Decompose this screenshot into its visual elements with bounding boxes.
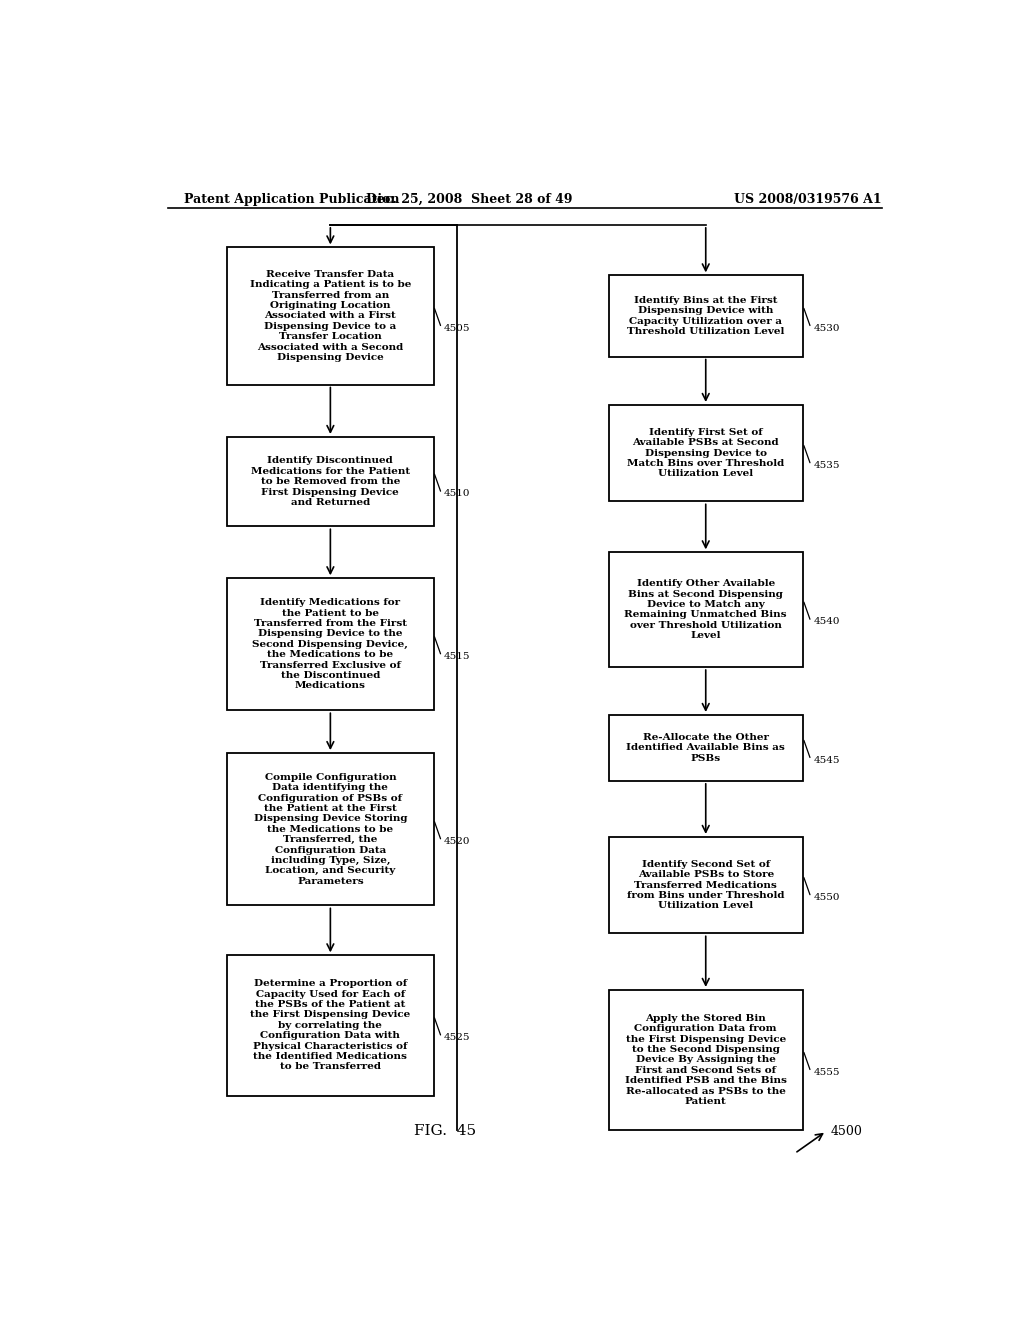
Text: Receive Transfer Data
Indicating a Patient is to be
Transferred from an
Originat: Receive Transfer Data Indicating a Patie…	[250, 269, 411, 362]
Text: Dec. 25, 2008  Sheet 28 of 49: Dec. 25, 2008 Sheet 28 of 49	[366, 193, 572, 206]
Text: 4535: 4535	[813, 461, 840, 470]
Text: Identify Bins at the First
Dispensing Device with
Capacity Utilization over a
Th: Identify Bins at the First Dispensing De…	[627, 296, 784, 337]
Text: Patent Application Publication: Patent Application Publication	[183, 193, 399, 206]
Text: US 2008/0319576 A1: US 2008/0319576 A1	[734, 193, 882, 206]
Text: 4510: 4510	[443, 490, 470, 499]
Text: Re-Allocate the Other
Identified Available Bins as
PSBs: Re-Allocate the Other Identified Availab…	[627, 733, 785, 763]
Text: Apply the Stored Bin
Configuration Data from
the First Dispensing Device
to the : Apply the Stored Bin Configuration Data …	[625, 1014, 786, 1106]
Text: Identify Discontinued
Medications for the Patient
to be Removed from the
First D: Identify Discontinued Medications for th…	[251, 457, 410, 507]
Bar	[608, 837, 803, 933]
Text: 4540: 4540	[813, 618, 840, 627]
Text: Identify First Set of
Available PSBs at Second
Dispensing Device to
Match Bins o: Identify First Set of Available PSBs at …	[627, 428, 784, 478]
Bar	[608, 715, 803, 781]
Bar	[608, 990, 803, 1130]
Text: Identify Other Available
Bins at Second Dispensing
Device to Match any
Remaining: Identify Other Available Bins at Second …	[625, 579, 787, 640]
Text: 4550: 4550	[813, 892, 840, 902]
Text: 4500: 4500	[830, 1125, 862, 1138]
Text: Determine a Proportion of
Capacity Used for Each of
the PSBs of the Patient at
t: Determine a Proportion of Capacity Used …	[250, 979, 411, 1072]
Text: Identify Medications for
the Patient to be
Transferred from the First
Dispensing: Identify Medications for the Patient to …	[253, 598, 409, 690]
Text: Compile Configuration
Data identifying the
Configuration of PSBs of
the Patient : Compile Configuration Data identifying t…	[254, 772, 408, 886]
Text: Identify Second Set of
Available PSBs to Store
Transferred Medications
from Bins: Identify Second Set of Available PSBs to…	[627, 859, 784, 911]
Bar	[227, 247, 433, 384]
Bar	[227, 752, 433, 906]
Bar	[608, 552, 803, 667]
Text: 4515: 4515	[443, 652, 470, 661]
Text: FIG.  45: FIG. 45	[415, 1125, 476, 1138]
Text: 4555: 4555	[813, 1068, 840, 1077]
Bar	[608, 405, 803, 502]
Text: 4525: 4525	[443, 1034, 470, 1041]
Text: 4545: 4545	[813, 755, 840, 764]
Text: 4505: 4505	[443, 323, 470, 333]
Bar	[227, 437, 433, 527]
Bar	[227, 578, 433, 710]
Text: 4520: 4520	[443, 837, 470, 846]
Text: 4530: 4530	[813, 323, 840, 333]
Bar	[227, 956, 433, 1096]
Bar	[608, 276, 803, 356]
